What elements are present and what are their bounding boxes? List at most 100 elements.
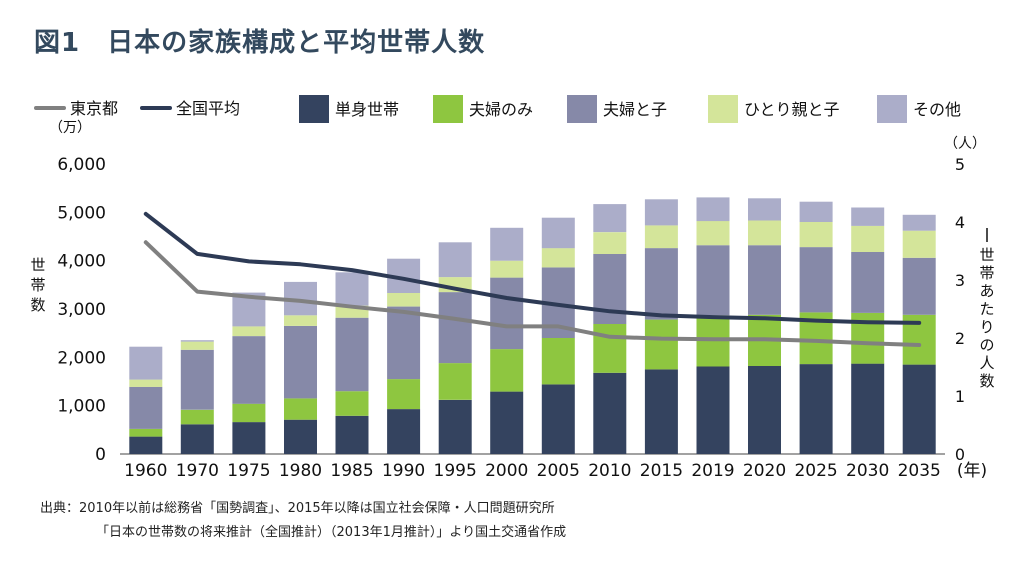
bar-segment	[902, 214, 936, 231]
bar-segment	[696, 197, 730, 222]
x-tick-label: 2000	[485, 461, 528, 481]
legend-label: その他	[913, 100, 961, 119]
bar-segment	[232, 403, 266, 423]
bar-segment	[387, 293, 421, 307]
bar-segment	[284, 398, 317, 420]
y-right-tick-label: 0	[955, 445, 965, 464]
bar-segment	[490, 277, 524, 350]
bar-segment	[644, 248, 678, 320]
bar-segment	[335, 415, 369, 454]
legend-swatch	[433, 95, 463, 123]
x-tick-label: 1990	[382, 461, 425, 481]
bar-segment	[490, 227, 524, 261]
bar-segment	[748, 366, 781, 454]
bar-segment	[387, 379, 421, 410]
legend-label: 夫婦と子	[603, 100, 667, 119]
x-tick-label: 2035	[898, 461, 941, 481]
bar-segment	[335, 317, 369, 392]
y-left-tick-label: 3,000	[57, 300, 106, 320]
legend-swatch	[299, 95, 329, 123]
x-tick-label: 2020	[743, 461, 786, 481]
bar-segment	[902, 257, 936, 315]
legend-label: ひとり親と子	[744, 100, 840, 119]
y-left-label-char: 世	[30, 256, 45, 274]
bar-segment	[748, 198, 781, 221]
x-tick-label: 1970	[176, 461, 219, 481]
bar-segment	[180, 340, 214, 342]
bar-segment	[180, 341, 214, 350]
bar-segment	[644, 199, 678, 226]
bar-segment	[490, 349, 524, 392]
x-tick-label: 1995	[434, 461, 477, 481]
bar-segment	[851, 207, 885, 226]
bar-segment	[799, 247, 833, 313]
bar-segment	[129, 379, 163, 387]
bar-segment	[180, 349, 214, 410]
y-right-label-char: あ	[979, 282, 994, 300]
x-tick-label: 2030	[846, 461, 889, 481]
y-left-label-char: 数	[30, 296, 45, 314]
y-right-tick-label: 3	[955, 271, 965, 290]
x-tick-label: 1985	[330, 461, 373, 481]
bar-segment	[696, 366, 730, 454]
line-series-national	[143, 211, 922, 325]
chart-title: 図1 日本の家族構成と平均世帯人数	[34, 28, 486, 58]
source-line-1: 出典：2010年以前は総務省「国勢調査」、2015年以降は国立社会保障・人口問題…	[40, 501, 555, 516]
legend-line-label: 全国平均	[176, 99, 240, 118]
bar-segment	[438, 399, 472, 454]
y-left-tick-label: 2,000	[57, 348, 106, 368]
source-note: 出典：2010年以前は総務省「国勢調査」、2015年以降は国立社会保障・人口問題…	[40, 497, 566, 545]
bar-segment	[696, 245, 730, 316]
y-left-tick-label: 6,000	[57, 155, 106, 175]
bar-segment	[232, 336, 266, 404]
bar-segment	[541, 217, 575, 249]
y-left-tick-label: 1,000	[57, 397, 106, 417]
bar-segment	[644, 225, 678, 249]
bar-segment	[284, 315, 317, 326]
bar-segment	[129, 428, 163, 437]
y-right-label-char: 人	[979, 354, 994, 372]
bar-segment	[696, 221, 730, 246]
bar-segment	[851, 252, 885, 313]
bar-segment	[644, 369, 678, 454]
bar-segment	[284, 419, 317, 454]
x-tick-label: 2015	[640, 461, 683, 481]
y-right-tick-label: 2	[955, 329, 965, 348]
bar-segment	[284, 325, 317, 399]
bar-segment	[438, 363, 472, 400]
y-left-unit: （万）	[49, 120, 91, 136]
bar-segment	[232, 422, 266, 454]
bar-segment	[541, 384, 575, 454]
bar-segment	[541, 248, 575, 268]
bar-segment	[644, 319, 678, 370]
bar-segment	[593, 204, 627, 233]
y-left-label-char: 帯	[30, 276, 45, 294]
y-right-label-char: た	[979, 300, 994, 318]
y-right-tick-label: 1	[955, 387, 965, 406]
x-tick-label: 1960	[124, 461, 167, 481]
bar-segment	[593, 232, 627, 254]
bar-segment	[387, 306, 421, 380]
bar-segment	[541, 338, 575, 385]
bar-segment	[438, 292, 472, 364]
bar-segment	[387, 409, 421, 454]
bar-segment	[902, 364, 936, 454]
legend-label: 単身世帯	[335, 100, 399, 119]
bar-segment	[490, 391, 524, 454]
y-right-tick-label: 4	[955, 213, 965, 232]
x-tick-label: 2010	[588, 461, 631, 481]
bar-segment	[902, 230, 936, 258]
bar-segment	[799, 201, 833, 222]
y-right-label-char: り	[979, 318, 994, 336]
source-line-2: 「日本の世帯数の将来推計（全国推計）（2013年1月推計）」より国土交通省作成	[96, 525, 567, 540]
y-right-label-char: 帯	[979, 264, 994, 282]
x-tick-label: 2025	[794, 461, 837, 481]
y-right-label-char: 世	[979, 246, 994, 264]
bar-segment	[748, 220, 781, 246]
x-tick-label: 2019	[691, 461, 734, 481]
bar-segment	[129, 436, 163, 454]
bar-segment	[180, 409, 214, 425]
x-tick-label: 2005	[537, 461, 580, 481]
household-chart: 1960 1970 1975 1980 1985 1990 1995 2000 2005 2010…	[30, 95, 995, 481]
legend-label: 夫婦のみ	[469, 100, 533, 119]
